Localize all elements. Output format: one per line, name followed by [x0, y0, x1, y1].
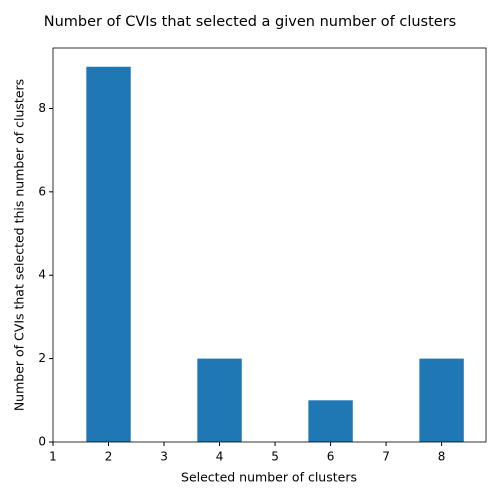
plot-frame [52, 47, 487, 443]
y-tick-label: 0 [38, 435, 46, 449]
bar [308, 400, 353, 442]
y-axis-label: Number of CVIs that selected this number… [12, 79, 27, 411]
x-tick-label: 3 [160, 450, 168, 464]
x-tick-label: 1 [49, 450, 57, 464]
x-tick-label: 7 [382, 450, 390, 464]
x-tick-label: 6 [327, 450, 335, 464]
bar [86, 66, 131, 442]
x-tick-label: 8 [438, 450, 446, 464]
x-tick-label: 4 [216, 450, 224, 464]
y-tick-label: 2 [38, 351, 46, 365]
y-tick-label: 6 [38, 184, 46, 198]
y-tick-label: 4 [38, 268, 46, 282]
bar [197, 358, 242, 442]
y-tick-label: 8 [38, 101, 46, 115]
x-tick-label: 5 [271, 450, 279, 464]
x-tick-label: 2 [105, 450, 113, 464]
bar [419, 358, 464, 442]
chart-title: Number of CVIs that selected a given num… [44, 14, 456, 30]
x-axis-label: Selected number of clusters [181, 470, 357, 485]
